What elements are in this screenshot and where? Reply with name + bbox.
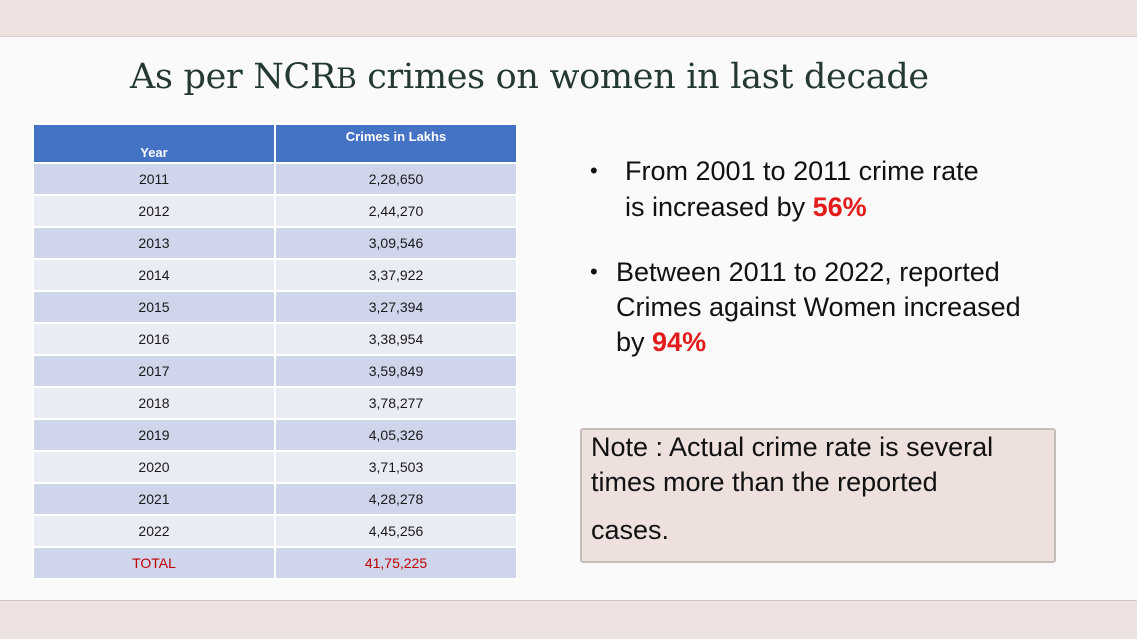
year-cell: 2013 xyxy=(32,226,276,260)
table-header-row: Year Crimes in Lakhs xyxy=(32,123,518,164)
title-prefix: As per NCR xyxy=(130,57,337,97)
year-cell: 2022 xyxy=(32,514,276,548)
year-cell: 2015 xyxy=(32,290,276,324)
bullet-text: is increased by xyxy=(625,192,813,222)
year-cell: 2011 xyxy=(32,162,276,196)
year-cell: 2014 xyxy=(32,258,276,292)
bullet-dot-icon: • xyxy=(590,158,598,183)
crimes-cell: 4,45,256 xyxy=(274,514,518,548)
header-crimes: Crimes in Lakhs xyxy=(274,123,518,164)
year-cell: 2018 xyxy=(32,386,276,420)
crimes-cell: 3,27,394 xyxy=(274,290,518,324)
highlight-percent: 56% xyxy=(812,192,867,222)
crimes-cell: 4,05,326 xyxy=(274,418,518,452)
table-row: 2015 3,27,394 xyxy=(32,290,518,324)
table-row: 2019 4,05,326 xyxy=(32,418,518,452)
note-line: times more than the reported xyxy=(591,467,938,497)
bullet-text-line: Between 2011 to 2022, reported xyxy=(616,257,1000,287)
crimes-table: Year Crimes in Lakhs 2011 2,28,650 2012 … xyxy=(32,123,518,580)
bullet-text-line: by 94% xyxy=(616,324,706,360)
crimes-cell: 3,59,849 xyxy=(274,354,518,388)
slide: As per NCRB crimes on women in last deca… xyxy=(0,36,1137,601)
note-line: Note : Actual crime rate is several xyxy=(591,432,994,462)
year-cell: 2021 xyxy=(32,482,276,516)
crimes-cell: 4,28,278 xyxy=(274,482,518,516)
table-row: 2022 4,45,256 xyxy=(32,514,518,548)
top-band xyxy=(0,0,1137,36)
title-suffix: crimes on women in last decade xyxy=(356,57,929,97)
highlight-percent: 94% xyxy=(652,327,707,357)
year-cell: 2020 xyxy=(32,450,276,484)
crimes-cell: 3,38,954 xyxy=(274,322,518,356)
year-cell: 2017 xyxy=(32,354,276,388)
crimes-cell: 2,44,270 xyxy=(274,194,518,228)
crimes-cell: 2,28,650 xyxy=(274,162,518,196)
bullet-dot-icon: • xyxy=(590,259,598,284)
bullet-text-line: Crimes against Women increased xyxy=(616,292,1021,322)
note-box: Note : Actual crime rate is several time… xyxy=(580,428,1056,563)
table-row: 2012 2,44,270 xyxy=(32,194,518,228)
year-cell: 2012 xyxy=(32,194,276,228)
table-row: 2011 2,28,650 xyxy=(32,162,518,196)
table-row: 2021 4,28,278 xyxy=(32,482,518,516)
year-cell: 2019 xyxy=(32,418,276,452)
table-row: 2017 3,59,849 xyxy=(32,354,518,388)
bottom-band xyxy=(0,600,1137,639)
table-row: 2020 3,71,503 xyxy=(32,450,518,484)
crimes-cell: 3,78,277 xyxy=(274,386,518,420)
table-row: 2014 3,37,922 xyxy=(32,258,518,292)
bullet-text: by xyxy=(616,327,653,357)
table-row: 2018 3,78,277 xyxy=(32,386,518,420)
slide-title: As per NCRB crimes on women in last deca… xyxy=(130,57,929,97)
total-row: TOTAL 41,75,225 xyxy=(32,546,518,580)
year-cell: 2016 xyxy=(32,322,276,356)
total-label: TOTAL xyxy=(32,546,276,580)
note-line: cases. xyxy=(591,515,670,545)
title-small-letter: B xyxy=(336,62,357,95)
crimes-cell: 3,09,546 xyxy=(274,226,518,260)
table-row: 2016 3,38,954 xyxy=(32,322,518,356)
bullet-text-line: From 2001 to 2011 crime rate xyxy=(625,156,979,186)
total-value: 41,75,225 xyxy=(274,546,518,580)
crimes-cell: 3,71,503 xyxy=(274,450,518,484)
header-year: Year xyxy=(32,123,276,164)
crimes-cell: 3,37,922 xyxy=(274,258,518,292)
table-row: 2013 3,09,546 xyxy=(32,226,518,260)
bullet-text-line: is increased by 56% xyxy=(625,189,867,225)
